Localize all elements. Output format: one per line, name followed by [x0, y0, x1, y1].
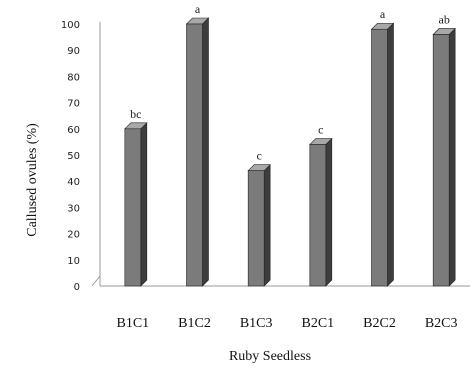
bar-front	[124, 128, 142, 287]
y-tick-label: 20	[67, 230, 80, 241]
bar-side	[140, 122, 148, 287]
bar	[247, 163, 271, 287]
y-axis-title: Callused ovules (%)	[25, 123, 40, 237]
bar-front	[432, 34, 450, 287]
y-tick-label: 100	[61, 20, 80, 31]
category-label: B1C1	[116, 316, 149, 331]
bar	[185, 17, 210, 287]
significance-label: a	[195, 2, 201, 16]
x-axis-title: Ruby Seedless	[229, 349, 311, 364]
axes	[91, 22, 470, 287]
category-labels: B1C1 B1C2 B1C3 B2C1 B2C2 B2C3	[116, 316, 457, 331]
bar-front	[309, 144, 327, 287]
axis-floor-edge	[91, 275, 101, 287]
category-label: B2C2	[363, 316, 396, 331]
significance-label: ab	[439, 12, 450, 26]
category-label: B1C2	[178, 316, 211, 331]
y-tick-label: 10	[67, 256, 80, 267]
significance-labels: bc a c c a ab	[130, 2, 450, 163]
significance-label: a	[380, 7, 386, 21]
bar	[309, 137, 333, 287]
bar-side	[263, 163, 271, 287]
bar	[370, 22, 395, 287]
bar	[124, 122, 148, 287]
y-tick-label: 90	[67, 46, 80, 57]
bar-side	[325, 137, 333, 287]
y-tick-label: 40	[67, 177, 80, 188]
y-tick-label: 70	[67, 99, 80, 110]
bar-side	[202, 17, 209, 287]
bar	[432, 27, 456, 287]
bar-front	[371, 28, 388, 287]
y-tick-label: 30	[67, 203, 80, 214]
category-label: B2C1	[301, 316, 334, 331]
y-tick-label: 50	[67, 151, 80, 162]
significance-label: bc	[130, 107, 141, 121]
y-tick-label: 0	[74, 282, 80, 293]
y-tick-labels: 0 10 20 30 40 50 60 70 80 90 100	[61, 20, 80, 293]
y-tick-label: 80	[67, 72, 80, 83]
category-label: B1C3	[240, 316, 273, 331]
category-label: B2C3	[425, 316, 458, 331]
bar-side	[387, 22, 394, 287]
significance-label: c	[318, 123, 323, 137]
bar-side	[448, 27, 456, 287]
bar-front	[186, 23, 203, 287]
significance-label: c	[257, 149, 262, 163]
bars	[124, 17, 456, 287]
y-tick-label: 60	[67, 125, 80, 136]
bar-front	[247, 170, 265, 287]
